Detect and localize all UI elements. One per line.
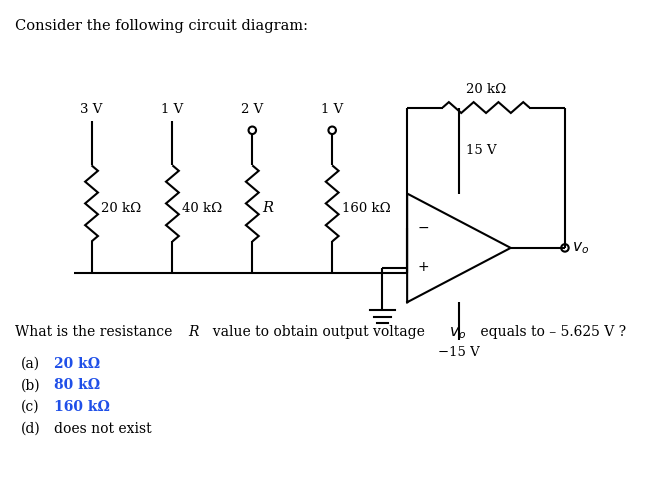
- Text: 160 kΩ: 160 kΩ: [54, 400, 110, 414]
- Text: What is the resistance: What is the resistance: [15, 325, 177, 339]
- Text: 20 kΩ: 20 kΩ: [102, 202, 142, 215]
- Text: does not exist: does not exist: [54, 422, 152, 436]
- Text: $v_o$: $v_o$: [572, 240, 589, 256]
- Text: (b): (b): [21, 379, 40, 392]
- Text: 40 kΩ: 40 kΩ: [182, 202, 222, 215]
- Text: $+$: $+$: [417, 260, 429, 274]
- Text: 3 V: 3 V: [80, 103, 103, 117]
- Text: value to obtain output voltage: value to obtain output voltage: [204, 325, 429, 339]
- Text: 1 V: 1 V: [321, 103, 343, 117]
- Text: R: R: [188, 325, 199, 339]
- Text: R: R: [262, 201, 273, 216]
- Text: equals to – 5.625 V ?: equals to – 5.625 V ?: [476, 325, 626, 339]
- Text: $v_o$: $v_o$: [448, 325, 466, 341]
- Text: $-$: $-$: [417, 220, 429, 234]
- Text: (d): (d): [21, 422, 40, 436]
- Text: −15 V: −15 V: [438, 346, 480, 359]
- Text: Consider the following circuit diagram:: Consider the following circuit diagram:: [15, 19, 308, 33]
- Text: 2 V: 2 V: [241, 103, 264, 117]
- Text: 80 kΩ: 80 kΩ: [54, 379, 100, 392]
- Text: 20 kΩ: 20 kΩ: [466, 83, 506, 96]
- Text: (c): (c): [21, 400, 39, 414]
- Text: 15 V: 15 V: [466, 144, 496, 157]
- Text: 160 kΩ: 160 kΩ: [342, 202, 391, 215]
- Text: 20 kΩ: 20 kΩ: [54, 357, 100, 370]
- Text: (a): (a): [21, 357, 39, 370]
- Text: 1 V: 1 V: [161, 103, 183, 117]
